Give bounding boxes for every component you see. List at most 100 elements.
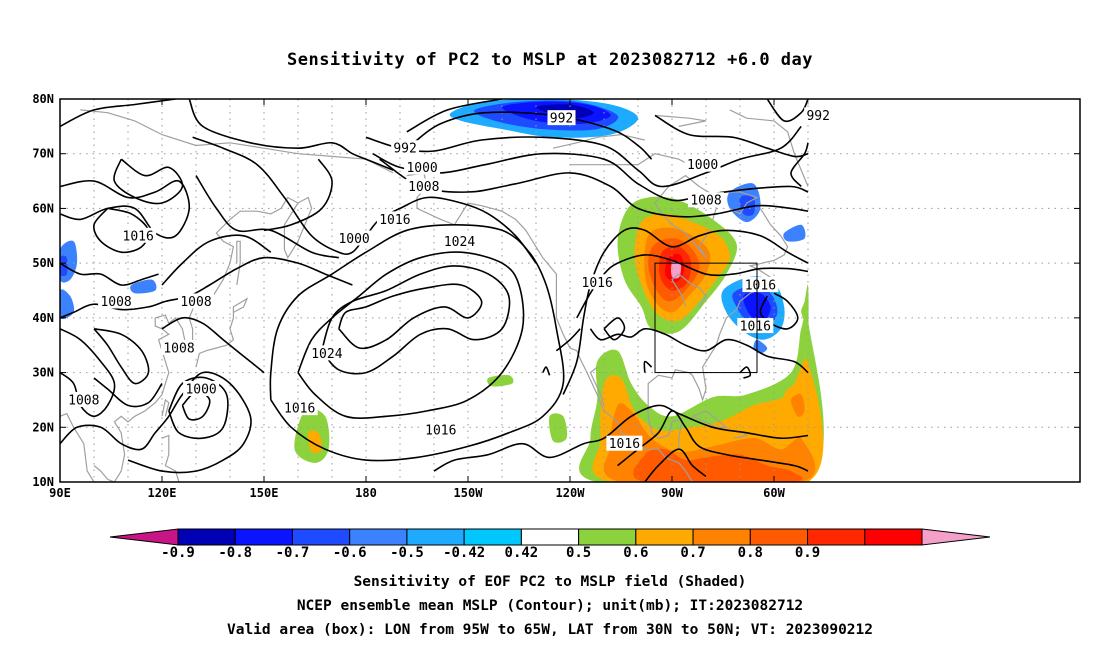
- mslp-contour: [60, 179, 191, 239]
- mslp-contour: [195, 175, 339, 259]
- coastline: [647, 394, 683, 450]
- sensitivity-patch: [753, 339, 768, 354]
- mslp-contour: [406, 99, 503, 133]
- longitude-label: 120W: [556, 486, 586, 500]
- coastline: [729, 109, 809, 187]
- contour-label-bg: [684, 156, 721, 172]
- latitude-label: 60N: [32, 201, 54, 215]
- latitude-label: 30N: [32, 366, 54, 380]
- caption-line-1: Sensitivity of EOF PC2 to MSLP field (Sh…: [353, 574, 747, 590]
- latitude-label: 80N: [32, 92, 54, 106]
- coastline: [195, 297, 249, 368]
- colorbar-tick-label: -0.42: [443, 545, 485, 561]
- contour-label: 1000: [338, 232, 369, 247]
- colorbar-tick-label: -0.9: [161, 545, 195, 561]
- contour-label-bg: [183, 380, 220, 396]
- contour-label-bg: [606, 435, 643, 451]
- mslp-contours: [60, 99, 809, 482]
- contour-label-bg: [405, 178, 442, 194]
- latitude-label: 40N: [32, 311, 54, 325]
- coastline: [161, 398, 170, 417]
- contour-label: 1016: [425, 424, 456, 439]
- contour-label: 1016: [745, 279, 776, 294]
- contour-labels: 992 992 992 1000 1000 1000 1000 1008 1008 1008 100…: [65, 107, 833, 452]
- mslp-contour: [643, 360, 653, 373]
- mslp-contour: [113, 158, 184, 205]
- colorbar-box: [349, 528, 408, 546]
- contour-label: 992: [550, 112, 573, 127]
- mslp-contour: [759, 292, 799, 330]
- contour-label-bg: [404, 159, 441, 175]
- contour-label: 1008: [163, 341, 194, 356]
- contour-label-bg: [65, 391, 102, 407]
- longitude-label: 90W: [661, 486, 683, 500]
- contour-label-bg: [178, 293, 214, 309]
- contour-label: 1016: [123, 229, 154, 244]
- sensitivity-patch: [307, 430, 323, 454]
- contour-label: 1016: [582, 276, 613, 291]
- mslp-contour: [161, 234, 272, 286]
- contour-label-bg: [688, 192, 724, 208]
- contour-label: 1008: [100, 295, 131, 310]
- colorbar-box: [864, 528, 923, 546]
- latitude-label: 10N: [32, 475, 54, 489]
- contour-label-bg: [376, 211, 413, 227]
- mslp-contour: [269, 223, 565, 462]
- mslp-contour: [338, 283, 483, 350]
- colorbar-box: [635, 528, 694, 546]
- contour-label: 1016: [609, 437, 640, 452]
- longitude-label: 60W: [763, 486, 785, 500]
- contour-label-bg: [336, 230, 373, 246]
- contour-label-bg: [308, 345, 345, 361]
- mslp-contour: [766, 99, 809, 123]
- colorbar-tick-label: -0.6: [333, 545, 367, 561]
- colorbar-box: [291, 528, 351, 546]
- sensitivity-patch: [790, 393, 805, 417]
- caption-line-2: NCEP ensemble mean MSLP (Contour); unit(…: [296, 598, 804, 614]
- colorbar-tick-label: 0.5: [566, 545, 591, 561]
- contour-label-bg: [98, 293, 135, 309]
- longitude-label: 120E: [148, 486, 177, 500]
- sensitivity-patch: [60, 289, 75, 320]
- coastline: [570, 153, 700, 171]
- contour-label: 1016: [740, 320, 771, 335]
- coastline: [60, 412, 95, 482]
- sensitivity-patch: [549, 413, 568, 443]
- contour-label: 1008: [690, 194, 721, 209]
- mslp-contour: [60, 328, 116, 418]
- sensitivity-patch: [487, 375, 514, 387]
- longitude-label: 180: [355, 486, 377, 500]
- mslp-contour: [654, 114, 809, 158]
- colorbar-tick-label: 0.9: [795, 545, 820, 561]
- mslp-contour: [93, 377, 163, 408]
- coastline: [692, 410, 729, 428]
- colorbar-box: [578, 528, 637, 546]
- coastline: [161, 434, 180, 482]
- mslp-contour: [161, 316, 265, 374]
- colorbar-tick-label: 0.7: [680, 545, 705, 561]
- lat-lon-grid: [60, 99, 1080, 482]
- latitude-label: 50N: [32, 256, 54, 270]
- contour-label: 1016: [284, 402, 315, 417]
- colorbar-box: [807, 528, 866, 546]
- contour-label-bg: [737, 318, 774, 334]
- colorbar-tick-label: 0.8: [738, 545, 763, 561]
- mslp-contour: [60, 99, 176, 128]
- contour-label-bg: [441, 233, 478, 249]
- sensitivity-patch: [801, 284, 809, 325]
- contour-label-bg: [742, 277, 779, 293]
- contour-label: 1024: [311, 347, 342, 362]
- longitude-axis: 90E 120E 150E 180 150W 120W 90W 60W: [49, 99, 786, 500]
- mslp-contour: [542, 366, 551, 376]
- colorbar-low-arrow: [109, 528, 179, 546]
- coastline: [719, 191, 759, 215]
- contour-label: 1000: [185, 382, 216, 397]
- sensitivity-patch: [130, 279, 157, 294]
- coastline: [552, 133, 645, 149]
- sensitivity-patch: [633, 448, 803, 482]
- contour-label: 1008: [408, 180, 439, 195]
- contour-label: 1016: [379, 213, 410, 228]
- sensitivity-patch: [783, 224, 806, 242]
- colorbar: -0.9 -0.8 -0.7 -0.6 -0.5 -0.42 0.42 0.5 0.6 0.7 0.…: [109, 528, 991, 561]
